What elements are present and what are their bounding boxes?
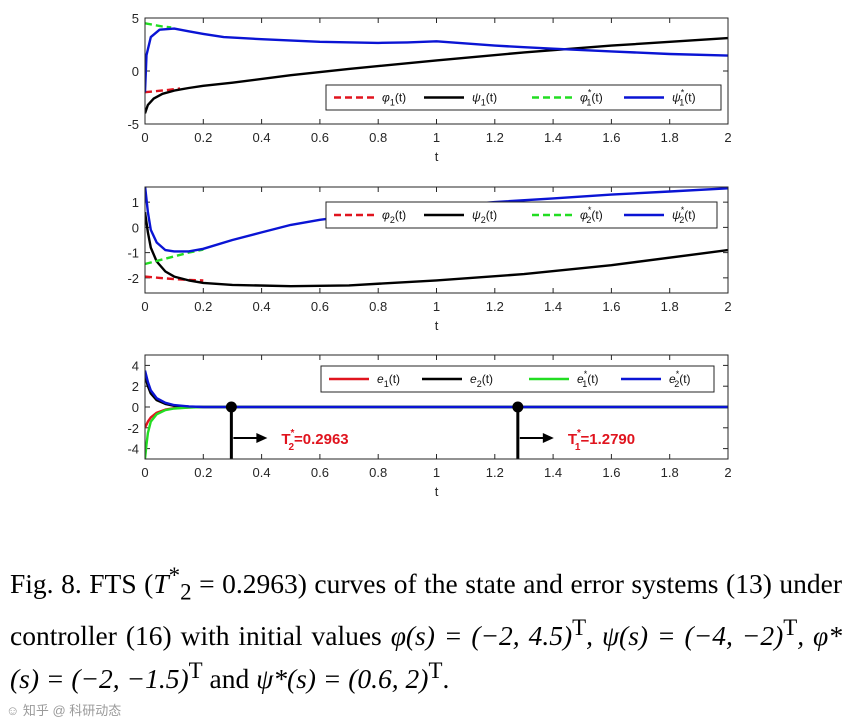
y-tick-label: -2: [127, 271, 139, 286]
x-tick-label: 0: [141, 299, 148, 314]
x-tick-label: 0: [141, 130, 148, 145]
series-line-1: [145, 87, 181, 94]
y-tick-label: 2: [132, 379, 139, 394]
y-tick-label: -5: [127, 117, 139, 132]
series-line-4: [145, 370, 728, 409]
x-tick-label: 1: [433, 299, 440, 314]
x-tick-label: 1.6: [602, 299, 620, 314]
legend-label-1: φ2(t): [382, 208, 406, 225]
settling-time-dot: [225, 401, 237, 413]
x-tick-label: 1.2: [486, 299, 504, 314]
x-tick-label: 2: [724, 130, 731, 145]
x-axis-label: t: [435, 484, 439, 499]
figure-caption: Fig. 8. FTS (T*2 = 0.2963) curves of the…: [10, 563, 843, 694]
watermark: ☺ 知乎 @ 科研动态: [6, 703, 122, 718]
axes-box: [144, 17, 729, 125]
y-tick-label: 0: [132, 400, 139, 415]
axes-box: [144, 354, 729, 460]
x-tick-label: 1.8: [661, 465, 679, 480]
x-tick-label: 0.4: [253, 130, 271, 145]
legend-label-3: φ* 2(t): [580, 205, 603, 225]
series-group: [145, 370, 728, 459]
legend-label-2: ψ1(t): [472, 91, 497, 108]
series-line-4: [145, 27, 728, 93]
y-tick-label: 4: [132, 358, 139, 373]
legend: e1(t) e2(t) e* 1(t) e* 2(t): [320, 365, 715, 393]
x-tick-label: 1.6: [602, 465, 620, 480]
x-tick-label: 0.8: [369, 465, 387, 480]
x-tick-label: 2: [724, 299, 731, 314]
x-axis-label: t: [435, 318, 439, 333]
legend-label-1: e1(t): [377, 372, 400, 389]
x-axis-label: t: [435, 149, 439, 164]
y-tick-label: -1: [127, 246, 139, 261]
x-tick-label: 0.6: [311, 299, 329, 314]
legend-label-2: ψ2(t): [472, 208, 497, 225]
x-tick-label: 1.8: [661, 130, 679, 145]
x-tick-label: 0.2: [194, 299, 212, 314]
x-tick-label: 0.8: [369, 130, 387, 145]
series-line-2: [145, 212, 728, 288]
y-tick-label: 1: [132, 195, 139, 210]
legend-label-1: φ1(t): [382, 91, 406, 108]
x-tick-label: 0.4: [253, 465, 271, 480]
settling-time-label: T* 2=0.2963: [281, 428, 348, 453]
x-tick-label: 0: [141, 465, 148, 480]
legend-box: [325, 201, 718, 229]
series-line-2: [145, 36, 728, 114]
plot-bottom: 0 0.2 0.4 0.6 0.8 1 1.2 1.4 1.6 1.8 2 -4 -2 0 2 4 t T* 2=0…: [127, 354, 732, 499]
y-tick-label: 0: [132, 220, 139, 235]
legend-label-3: φ* 1(t): [580, 88, 603, 108]
x-tick-label: 1.4: [544, 130, 562, 145]
annotation-arrow-head: [256, 433, 268, 443]
y-tick-label: -4: [127, 442, 139, 457]
x-tick-label: 1.4: [544, 465, 562, 480]
settling-time-label: T* 1=1.2790: [568, 428, 635, 453]
settling-time-dot: [512, 401, 524, 413]
x-tick-label: 0.4: [253, 299, 271, 314]
x-tick-label: 0.2: [194, 130, 212, 145]
x-tick-label: 1: [433, 465, 440, 480]
y-tick-label: -2: [127, 421, 139, 436]
series-group: [145, 22, 728, 114]
x-tick-label: 0.8: [369, 299, 387, 314]
legend-label-4: ψ* 1(t): [672, 88, 696, 108]
x-tick-label: 1.6: [602, 130, 620, 145]
plot-middle: 0 0.2 0.4 0.6 0.8 1 1.2 1.4 1.6 1.8 2 -2 -1 0 1 t φ2(t) ψ…: [127, 186, 732, 333]
annotation-arrow-head: [542, 433, 554, 443]
x-tick-label: 2: [724, 465, 731, 480]
x-tick-label: 1.2: [486, 465, 504, 480]
legend-label-2: e2(t): [470, 372, 493, 389]
legend: φ2(t) ψ2(t) φ* 2(t) ψ* 2(t): [325, 201, 718, 229]
x-tick-label: 1.2: [486, 130, 504, 145]
legend: φ1(t) ψ1(t) φ* 1(t) ψ* 1(t): [325, 84, 722, 111]
y-tick-label: 5: [132, 11, 139, 26]
x-tick-label: 0.6: [311, 465, 329, 480]
axes-box: [144, 186, 729, 294]
x-tick-label: 1.4: [544, 299, 562, 314]
series-line-3: [145, 22, 172, 29]
series-line-4: [145, 187, 728, 253]
legend-box: [320, 365, 715, 393]
series-group: [145, 187, 728, 288]
y-tick-label: 0: [132, 64, 139, 79]
x-tick-label: 1.8: [661, 299, 679, 314]
legend-label-4: e* 2(t): [669, 369, 691, 389]
legend-label-4: ψ* 2(t): [672, 205, 696, 225]
x-tick-label: 0.2: [194, 465, 212, 480]
x-tick-label: 1: [433, 130, 440, 145]
legend-label-3: e* 1(t): [577, 369, 599, 389]
x-tick-label: 0.6: [311, 130, 329, 145]
